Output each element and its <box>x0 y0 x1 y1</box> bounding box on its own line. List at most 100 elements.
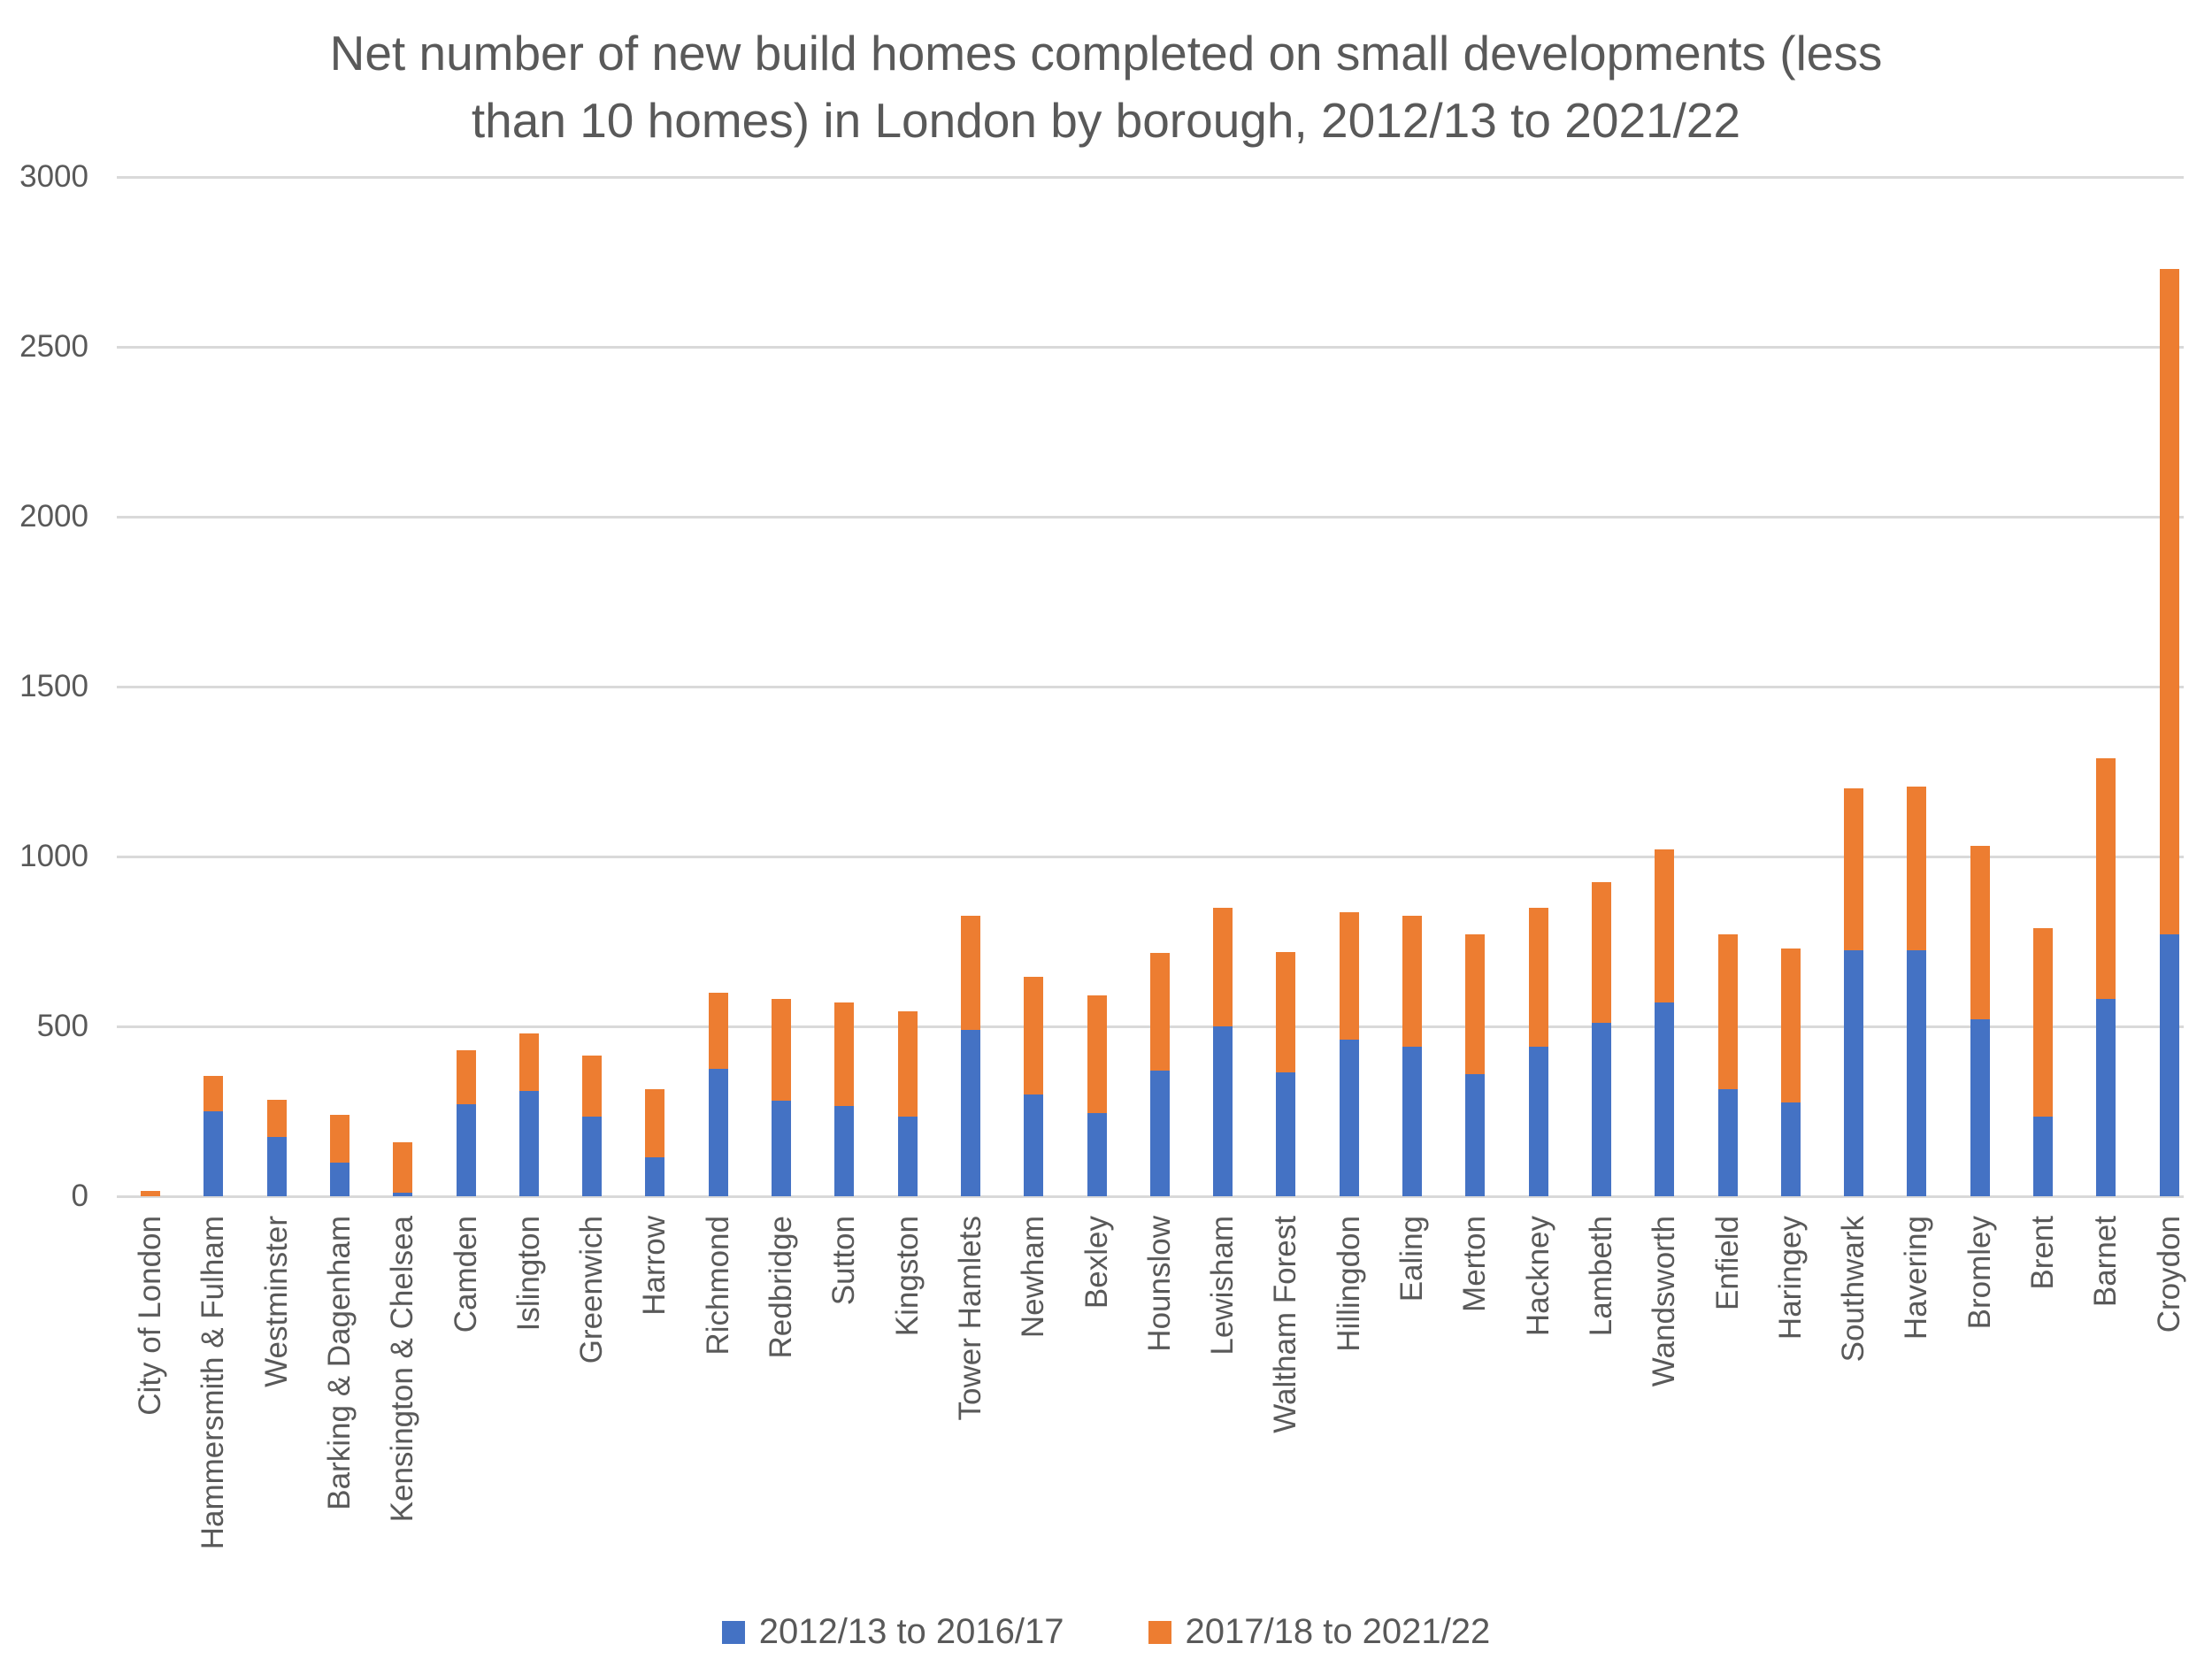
bar-segment-2017-2022 <box>645 1089 665 1157</box>
bar-segment-2012-2017 <box>1087 1112 1107 1196</box>
x-axis-label: Barking & Dagenham <box>321 1216 357 1510</box>
x-axis-label: Islington <box>511 1216 546 1332</box>
gridline <box>117 515 2184 518</box>
bar-segment-2012-2017 <box>1024 1094 1044 1196</box>
bar-segment-2017-2022 <box>1844 788 1864 950</box>
legend-swatch-2012-2017 <box>721 1620 745 1644</box>
x-axis-label: Bromley <box>1962 1216 1997 1330</box>
bar-segment-2012-2017 <box>1402 1047 1422 1196</box>
bar-segment-2017-2022 <box>1907 787 1927 950</box>
x-axis-label: Haringey <box>1772 1216 1808 1340</box>
x-axis-label: Tower Hamlets <box>952 1216 987 1421</box>
bar-segment-2017-2022 <box>141 1191 160 1196</box>
chart-title: Net number of new build homes completed … <box>0 19 2212 154</box>
bar-segment-2017-2022 <box>1213 907 1233 1026</box>
x-axis-label: Hillingdon <box>1331 1216 1366 1352</box>
legend-item-2017-2022: 2017/18 to 2021/22 <box>1148 1612 1491 1652</box>
bar-segment-2012-2017 <box>2033 1116 2053 1196</box>
bar-segment-2012-2017 <box>1213 1026 1233 1196</box>
x-axis-label: Hammersmith & Fulham <box>196 1216 231 1550</box>
bar-segment-2017-2022 <box>834 1002 855 1107</box>
bar-segment-2012-2017 <box>772 1101 791 1196</box>
x-axis-label: Kensington & Chelsea <box>385 1216 420 1523</box>
x-axis-label: Southwark <box>1836 1216 1871 1363</box>
x-axis-label: Kingston <box>889 1216 925 1337</box>
bar-segment-2017-2022 <box>1024 977 1044 1094</box>
bar-segment-2017-2022 <box>1402 916 1422 1048</box>
x-axis-label: Havering <box>1899 1216 1934 1340</box>
gridline <box>117 685 2184 688</box>
bar-segment-2017-2022 <box>2159 268 2179 935</box>
bar-segment-2017-2022 <box>1276 951 1296 1072</box>
bar-segment-2017-2022 <box>456 1049 476 1105</box>
bar-segment-2017-2022 <box>1528 907 1548 1048</box>
bar-segment-2012-2017 <box>1591 1023 1611 1196</box>
x-axis-label: Merton <box>1457 1216 1493 1312</box>
bar-segment-2012-2017 <box>518 1090 539 1196</box>
bar-segment-2012-2017 <box>1780 1102 1801 1196</box>
bar-segment-2012-2017 <box>1465 1073 1486 1196</box>
x-axis-label: Ealing <box>1394 1216 1429 1302</box>
y-tick-label: 2500 <box>19 329 88 364</box>
gridline <box>117 1194 2184 1198</box>
x-axis-label: Brent <box>2025 1216 2060 1290</box>
bar-segment-2012-2017 <box>2096 999 2116 1196</box>
bar-segment-2017-2022 <box>1339 912 1359 1041</box>
gridline <box>117 175 2184 179</box>
x-axis-label: Camden <box>448 1216 483 1333</box>
bar-segment-2012-2017 <box>329 1162 349 1196</box>
bar-segment-2017-2022 <box>266 1099 287 1137</box>
bar-segment-2012-2017 <box>645 1156 665 1196</box>
bar-segment-2017-2022 <box>329 1114 349 1163</box>
bar-segment-2012-2017 <box>393 1193 413 1196</box>
legend: 2012/13 to 2016/17 2017/18 to 2021/22 <box>0 1612 2212 1652</box>
legend-label-2017-2022: 2017/18 to 2021/22 <box>1185 1612 1491 1651</box>
bar-segment-2017-2022 <box>1970 846 1990 1020</box>
x-axis-label: Enfield <box>1709 1216 1745 1311</box>
gridline <box>117 345 2184 349</box>
x-axis-label: Sutton <box>826 1216 862 1306</box>
x-axis-label: Newham <box>1016 1216 1051 1339</box>
bar-segment-2012-2017 <box>960 1029 980 1196</box>
bar-segment-2017-2022 <box>1717 934 1738 1090</box>
x-axis-label: Harrow <box>637 1216 672 1316</box>
bar-segment-2017-2022 <box>772 999 791 1102</box>
chart-title-line1: Net number of new build homes completed … <box>329 26 1883 81</box>
x-axis-label: Redbridge <box>764 1216 798 1359</box>
y-tick-label: 1000 <box>19 839 88 873</box>
x-axis-label: Wandsworth <box>1647 1216 1682 1387</box>
bar-segment-2017-2022 <box>2033 927 2053 1117</box>
bar-segment-2017-2022 <box>708 992 728 1069</box>
bar-segment-2017-2022 <box>582 1055 603 1117</box>
bar-segment-2012-2017 <box>1907 949 1927 1196</box>
legend-label-2012-2017: 2012/13 to 2016/17 <box>758 1612 1064 1651</box>
bar-segment-2017-2022 <box>393 1141 413 1194</box>
bar-segment-2012-2017 <box>1339 1040 1359 1196</box>
x-axis-label: Lambeth <box>1583 1216 1618 1337</box>
x-axis-label: Greenwich <box>574 1216 610 1364</box>
bar-segment-2012-2017 <box>582 1116 603 1196</box>
bar-segment-2012-2017 <box>204 1111 224 1196</box>
bar-segment-2017-2022 <box>1655 849 1675 1003</box>
bar-segment-2017-2022 <box>518 1033 539 1091</box>
x-axis-label: Croydon <box>2151 1216 2186 1333</box>
bar-segment-2017-2022 <box>1149 953 1170 1071</box>
bar-segment-2017-2022 <box>1087 995 1107 1113</box>
bar-segment-2017-2022 <box>897 1010 918 1117</box>
bar-segment-2017-2022 <box>1465 934 1486 1074</box>
bar-segment-2017-2022 <box>204 1075 224 1111</box>
x-axis-label: Westminster <box>258 1216 294 1387</box>
bar-segment-2012-2017 <box>1528 1047 1548 1196</box>
y-tick-label: 500 <box>36 1009 88 1043</box>
bar-segment-2012-2017 <box>456 1104 476 1196</box>
bar-segment-2012-2017 <box>708 1069 728 1196</box>
legend-item-2012-2017: 2012/13 to 2016/17 <box>721 1612 1064 1652</box>
bar-segment-2012-2017 <box>266 1136 287 1196</box>
x-axis-label: Bexley <box>1079 1216 1114 1310</box>
bar-segment-2017-2022 <box>2096 757 2116 1000</box>
x-axis-label: Waltham Forest <box>1268 1216 1303 1433</box>
x-axis-label: Hounslow <box>1141 1216 1177 1352</box>
x-axis-label: Lewisham <box>1205 1216 1240 1356</box>
